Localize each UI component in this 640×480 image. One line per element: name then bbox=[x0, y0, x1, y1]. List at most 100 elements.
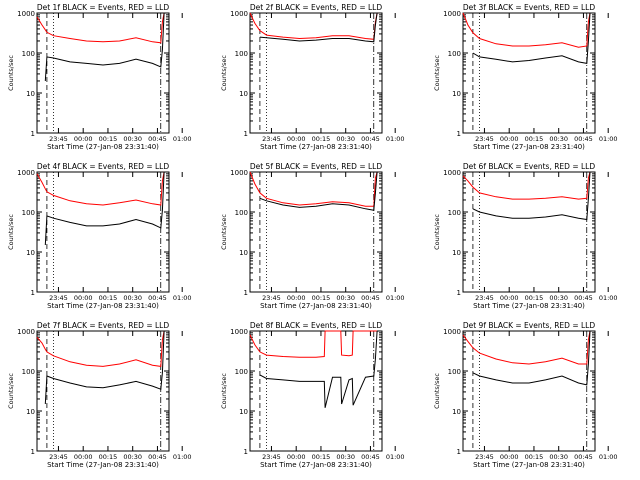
x-tick-label: 01:00 bbox=[599, 453, 618, 461]
y-tick-label: 100 bbox=[448, 50, 461, 58]
x-tick-label: 00:00 bbox=[287, 453, 306, 461]
y-tick-label: 1 bbox=[457, 448, 461, 456]
y-tick-label: 1 bbox=[457, 289, 461, 297]
chart-panel-7: Det 7f BLACK = Events, RED = LLD 1 10 100 10… bbox=[7, 321, 192, 469]
series-line-events bbox=[472, 12, 591, 64]
chart-title: Det 3f BLACK = Events, RED = LLD bbox=[463, 3, 596, 12]
x-tick-label: 00:15 bbox=[99, 453, 118, 461]
y-axis-label: Counts/sec bbox=[220, 214, 228, 250]
chart-panel-6: Det 6f BLACK = Events, RED = LLD 1 10 100 10… bbox=[433, 162, 618, 310]
x-tick-label: 00:00 bbox=[500, 135, 519, 143]
x-tick-label: 01:00 bbox=[173, 453, 192, 461]
y-tick-label: 100 bbox=[448, 368, 461, 376]
y-tick-label: 10 bbox=[452, 90, 461, 98]
x-tick-label: 01:00 bbox=[599, 294, 618, 302]
x-axis-label: Start Time (27-Jan-08 23:31:40) bbox=[47, 302, 159, 310]
chart-title: Det 7f BLACK = Events, RED = LLD bbox=[37, 321, 170, 330]
x-tick-label: 00:45 bbox=[148, 135, 167, 143]
x-tick-label: 00:30 bbox=[549, 294, 568, 302]
x-tick-label: 23:45 bbox=[475, 294, 494, 302]
plot-box bbox=[462, 12, 596, 134]
series-line-events bbox=[44, 12, 165, 82]
x-axis-label: Start Time (27-Jan-08 23:31:40) bbox=[473, 461, 585, 469]
x-tick-label: 23:45 bbox=[49, 294, 68, 302]
y-tick-label: 1000 bbox=[443, 328, 461, 336]
plot-box bbox=[249, 12, 383, 134]
chart-title: Det 4f BLACK = Events, RED = LLD bbox=[37, 162, 170, 171]
chart-title: Det 6f BLACK = Events, RED = LLD bbox=[463, 162, 596, 171]
x-tick-label: 00:15 bbox=[312, 135, 331, 143]
chart-panel-4: Det 4f BLACK = Events, RED = LLD 1 10 100 10… bbox=[7, 162, 192, 310]
x-tick-label: 00:00 bbox=[287, 294, 306, 302]
x-tick-label: 01:00 bbox=[599, 135, 618, 143]
chart-panel-1: Det 1f BLACK = Events, RED = LLD 1 10 100 10… bbox=[7, 3, 192, 151]
y-tick-label: 100 bbox=[235, 368, 248, 376]
y-tick-label: 1 bbox=[457, 130, 461, 138]
y-tick-label: 100 bbox=[22, 50, 35, 58]
x-tick-label: 00:45 bbox=[361, 294, 380, 302]
series-line-lld bbox=[462, 171, 591, 200]
series-line-events bbox=[259, 171, 379, 211]
series-line-events bbox=[472, 171, 591, 221]
y-tick-label: 100 bbox=[235, 50, 248, 58]
x-tick-label: 00:45 bbox=[361, 135, 380, 143]
y-tick-label: 10 bbox=[239, 90, 248, 98]
x-tick-label: 00:00 bbox=[74, 453, 93, 461]
x-axis-label: Start Time (27-Jan-08 23:31:40) bbox=[47, 143, 159, 151]
chart-panel-3: Det 3f BLACK = Events, RED = LLD 1 10 100 10… bbox=[433, 3, 618, 151]
x-axis-label: Start Time (27-Jan-08 23:31:40) bbox=[473, 302, 585, 310]
series-line-events bbox=[259, 12, 379, 43]
x-tick-label: 00:45 bbox=[574, 294, 593, 302]
x-tick-label: 23:45 bbox=[475, 135, 494, 143]
x-axis-label: Start Time (27-Jan-08 23:31:40) bbox=[260, 143, 372, 151]
x-tick-label: 00:00 bbox=[287, 135, 306, 143]
x-tick-label: 00:00 bbox=[500, 453, 519, 461]
x-tick-label: 01:00 bbox=[386, 453, 405, 461]
y-tick-label: 100 bbox=[448, 209, 461, 217]
x-tick-label: 01:00 bbox=[386, 135, 405, 143]
series-line-lld bbox=[249, 330, 378, 358]
chart-title: Det 5f BLACK = Events, RED = LLD bbox=[250, 162, 383, 171]
series-line-events bbox=[259, 330, 378, 408]
x-tick-label: 00:45 bbox=[148, 453, 167, 461]
x-axis-label: Start Time (27-Jan-08 23:31:40) bbox=[260, 461, 372, 469]
plot-box bbox=[36, 330, 170, 452]
chart-title: Det 2f BLACK = Events, RED = LLD bbox=[250, 3, 383, 12]
y-tick-label: 1 bbox=[31, 448, 35, 456]
y-tick-label: 1000 bbox=[230, 328, 248, 336]
x-tick-label: 00:00 bbox=[500, 294, 519, 302]
y-tick-label: 10 bbox=[26, 90, 35, 98]
y-axis-label: Counts/sec bbox=[7, 214, 15, 250]
y-tick-label: 10 bbox=[452, 249, 461, 257]
x-tick-label: 00:00 bbox=[74, 135, 93, 143]
y-tick-label: 1000 bbox=[443, 10, 461, 18]
x-tick-label: 23:45 bbox=[49, 135, 68, 143]
x-tick-label: 00:45 bbox=[574, 135, 593, 143]
plot-box bbox=[36, 171, 170, 293]
x-tick-label: 23:45 bbox=[262, 294, 281, 302]
x-tick-label: 00:15 bbox=[312, 453, 331, 461]
y-tick-label: 1 bbox=[244, 130, 248, 138]
x-tick-label: 00:30 bbox=[336, 294, 355, 302]
x-tick-label: 01:00 bbox=[173, 294, 192, 302]
x-tick-label: 00:15 bbox=[525, 135, 544, 143]
plot-box bbox=[36, 12, 170, 134]
y-tick-label: 1 bbox=[244, 289, 248, 297]
x-tick-label: 23:45 bbox=[475, 453, 494, 461]
x-tick-label: 00:15 bbox=[99, 135, 118, 143]
chart-panel-5: Det 5f BLACK = Events, RED = LLD 1 10 100 10… bbox=[220, 162, 405, 310]
x-tick-label: 23:45 bbox=[262, 453, 281, 461]
y-tick-label: 100 bbox=[235, 209, 248, 217]
x-tick-label: 00:15 bbox=[525, 294, 544, 302]
y-tick-label: 1 bbox=[244, 448, 248, 456]
x-tick-label: 00:30 bbox=[549, 135, 568, 143]
y-tick-label: 1000 bbox=[17, 10, 35, 18]
y-tick-label: 10 bbox=[26, 249, 35, 257]
chart-title: Det 8f BLACK = Events, RED = LLD bbox=[250, 321, 383, 330]
y-tick-label: 1000 bbox=[17, 328, 35, 336]
x-axis-label: Start Time (27-Jan-08 23:31:40) bbox=[260, 302, 372, 310]
y-tick-label: 10 bbox=[452, 408, 461, 416]
x-tick-label: 00:30 bbox=[549, 453, 568, 461]
y-axis-label: Counts/sec bbox=[220, 373, 228, 409]
y-tick-label: 1 bbox=[31, 289, 35, 297]
